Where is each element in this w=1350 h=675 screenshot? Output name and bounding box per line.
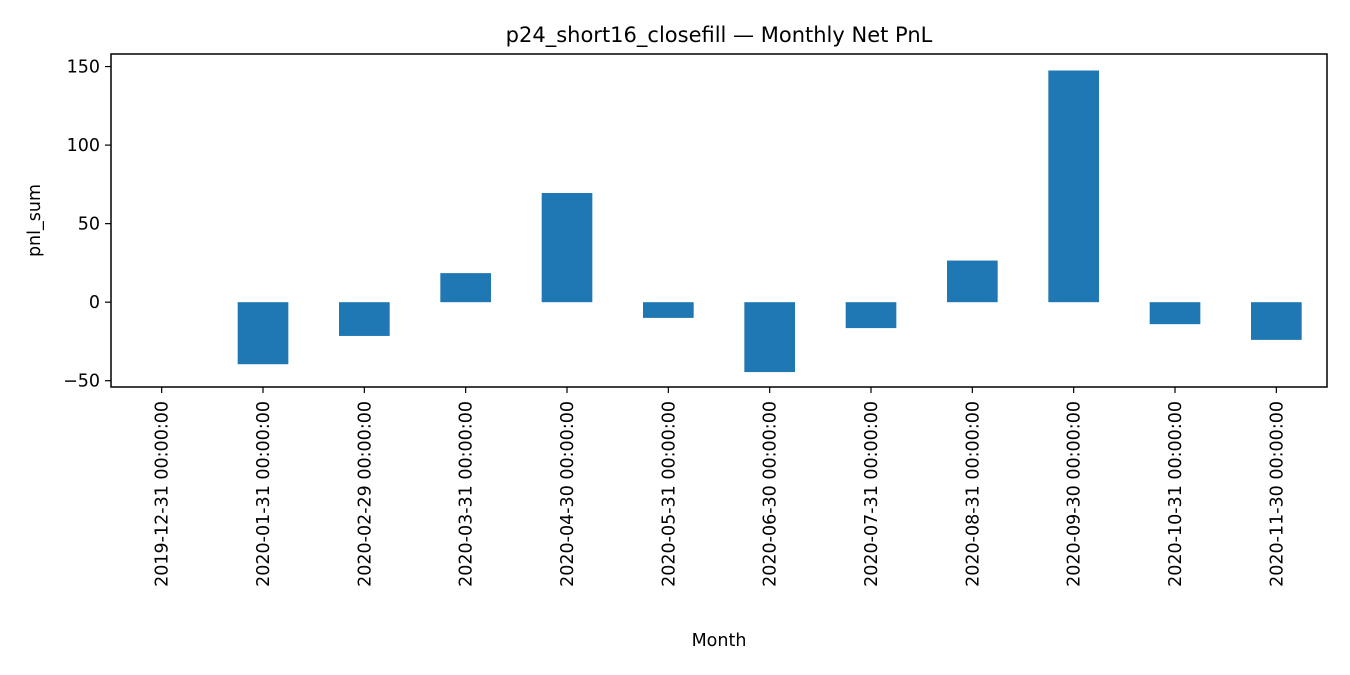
bar	[744, 302, 795, 373]
x-tick-label: 2020-11-30 00:00:00	[1267, 401, 1287, 587]
x-tick-label: 2020-03-31 00:00:00	[457, 401, 477, 587]
bar	[237, 302, 289, 365]
bar	[1251, 302, 1302, 340]
y-tick-label: 100	[67, 136, 100, 156]
x-tick-label: 2020-06-30 00:00:00	[761, 401, 781, 587]
x-tick-label: 2020-10-31 00:00:00	[1166, 401, 1186, 587]
x-tick-label: 2020-07-31 00:00:00	[862, 401, 882, 587]
bar	[643, 302, 694, 318]
plot-frame	[110, 53, 1328, 388]
x-tick-label: 2020-04-30 00:00:00	[558, 401, 578, 587]
bar	[541, 193, 593, 303]
chart-title: p24_short16_closefill — Monthly Net PnL	[506, 23, 933, 48]
y-axis: −50 0 50 100 150	[63, 58, 111, 392]
bar	[1149, 302, 1201, 325]
bar	[1048, 70, 1099, 303]
x-axis: 2019-12-31 00:00:00 2020-01-31 00:00:00 20…	[153, 387, 1287, 587]
x-tick-label: 2020-05-31 00:00:00	[659, 401, 679, 587]
y-tick-label: 50	[78, 215, 100, 235]
bar	[845, 302, 897, 329]
x-tick-label: 2020-09-30 00:00:00	[1065, 401, 1085, 587]
y-axis-title: pnl_sum	[25, 184, 45, 257]
x-axis-title: Month	[692, 631, 747, 651]
bar	[339, 302, 390, 336]
bar	[947, 260, 998, 303]
y-tick-label: 150	[67, 58, 100, 78]
x-tick-label: 2020-08-31 00:00:00	[963, 401, 983, 587]
y-tick-label: 0	[89, 293, 100, 313]
x-tick-label: 2019-12-31 00:00:00	[153, 401, 173, 587]
x-tick-label: 2020-01-31 00:00:00	[254, 401, 274, 587]
bars-group	[237, 70, 1302, 373]
y-tick-label: −50	[63, 372, 100, 392]
bar	[440, 273, 491, 303]
x-tick-label: 2020-02-29 00:00:00	[355, 401, 375, 587]
